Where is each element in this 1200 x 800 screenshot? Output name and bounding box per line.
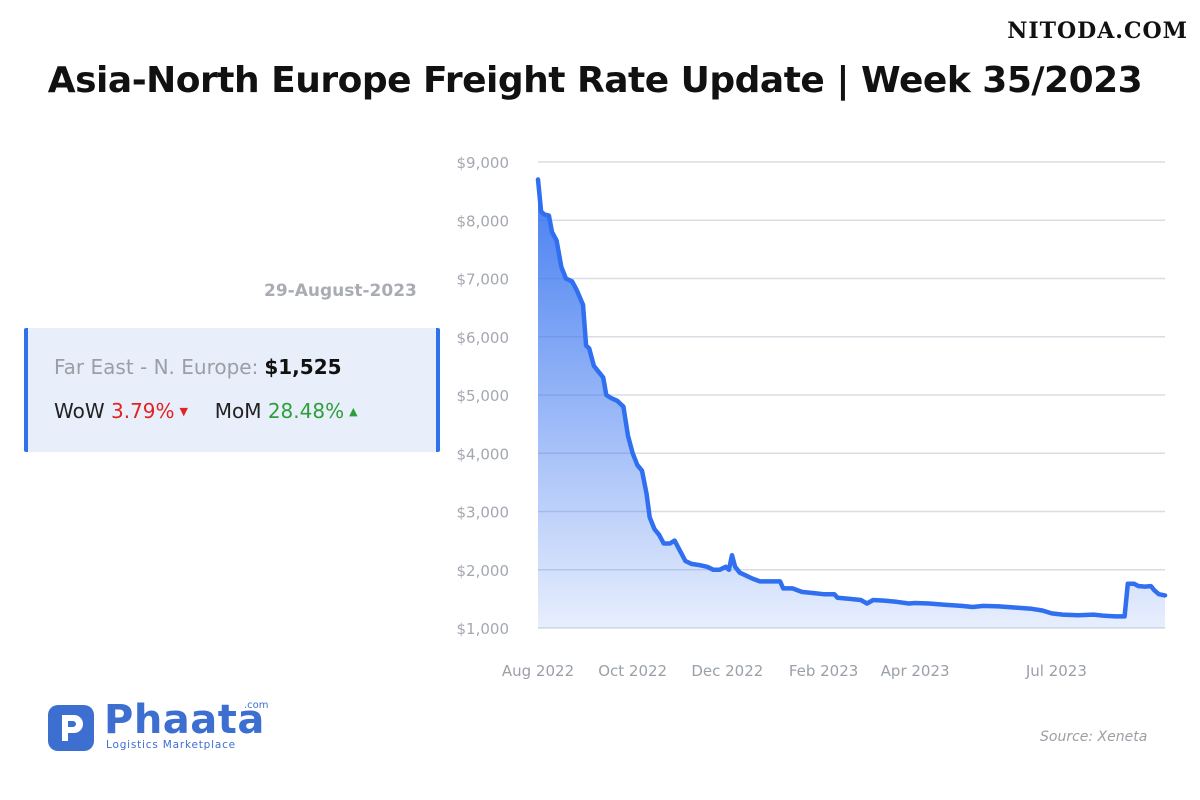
caret-down-icon: ▼ xyxy=(179,405,188,418)
x-tick-label: Dec 2022 xyxy=(691,662,763,680)
caret-up-icon: ▲ xyxy=(349,405,358,418)
y-tick-label: $7,000 xyxy=(457,271,510,289)
series-area xyxy=(538,179,1165,628)
wow-label: WoW xyxy=(54,399,105,423)
series-line xyxy=(535,177,1168,619)
mom-label: MoM xyxy=(214,399,262,423)
route-value: $1,525 xyxy=(264,355,342,379)
change-line: WoW 3.79% ▼ MoM 28.48% ▲ xyxy=(54,399,358,423)
x-tick-label: Oct 2022 xyxy=(598,662,667,680)
x-tick-label: Feb 2023 xyxy=(789,662,859,680)
y-tick-label: $9,000 xyxy=(457,154,510,172)
report-date: 29-August-2023 xyxy=(264,281,417,301)
x-tick-label: Jul 2023 xyxy=(1025,662,1087,680)
x-tick-label: Aug 2022 xyxy=(502,662,574,680)
page-title: Asia-North Europe Freight Rate Update | … xyxy=(47,60,1143,101)
x-tick-label: Apr 2023 xyxy=(881,662,950,680)
y-tick-label: $4,000 xyxy=(457,445,510,463)
source-note: Source: Xeneta xyxy=(1040,729,1148,745)
route-line: Far East - N. Europe: $1,525 xyxy=(54,355,342,379)
watermark: NITODA.COM xyxy=(1007,18,1188,44)
y-tick-label: $8,000 xyxy=(457,212,510,230)
logo-tagline: Logistics Marketplace xyxy=(106,739,236,751)
y-tick-label: $3,000 xyxy=(457,504,510,522)
y-tick-label: $6,000 xyxy=(457,329,510,347)
y-tick-label: $2,000 xyxy=(457,562,510,580)
wow-value: 3.79% xyxy=(110,399,175,423)
logo-suffix: .com xyxy=(244,700,269,711)
phaata-logo: Phaata .com Logistics Marketplace xyxy=(48,697,278,755)
phaata-logo-icon xyxy=(48,705,94,751)
logo-name: Phaata xyxy=(104,697,265,743)
route-label: Far East - N. Europe: xyxy=(54,355,259,379)
y-tick-label: $5,000 xyxy=(457,387,510,405)
y-tick-label: $1,000 xyxy=(457,620,510,638)
mom-value: 28.48% xyxy=(267,399,345,423)
rate-summary-card: Far East - N. Europe: $1,525 WoW 3.79% ▼ M… xyxy=(24,328,440,452)
